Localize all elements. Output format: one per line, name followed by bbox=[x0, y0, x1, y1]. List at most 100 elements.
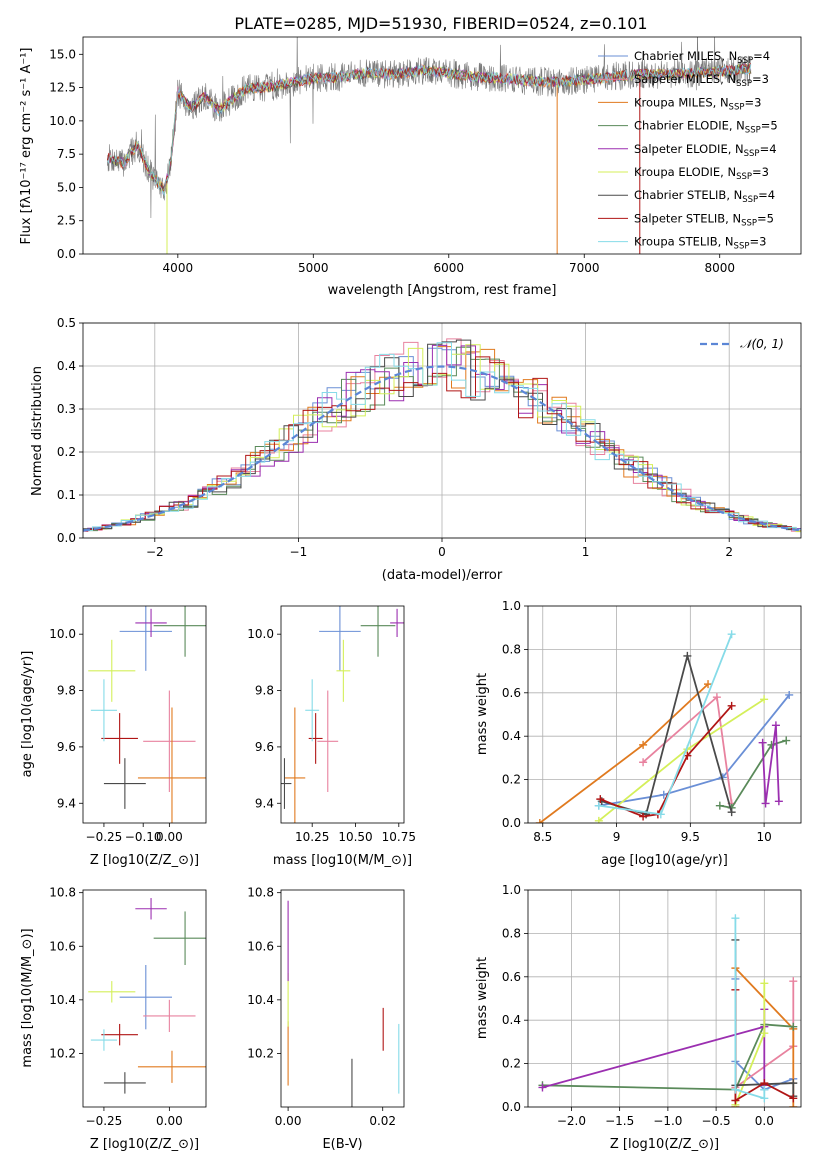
ticks: −0.25 0.00 10.2 10.4 10.6 10.8 bbox=[49, 886, 182, 1128]
plot-area bbox=[107, 37, 752, 254]
series-line bbox=[601, 652, 733, 816]
histogram-step bbox=[83, 344, 801, 533]
charts: 4000 5000 6000 7000 80000.02.55.07.510.012.5… bbox=[19, 36, 802, 1152]
y-tick-label: 0.0 bbox=[57, 247, 76, 261]
y-tick-label: 0.0 bbox=[502, 1100, 521, 1114]
series-line bbox=[761, 725, 780, 804]
x-tick-label: 6000 bbox=[434, 261, 465, 275]
x-axis-label: Z [log10(Z/Z_⊙)] bbox=[90, 1137, 199, 1152]
y-tick-label: 0.8 bbox=[502, 926, 521, 940]
x-tick-label: 1 bbox=[582, 545, 590, 559]
x-tick-label: −0.10 bbox=[125, 830, 162, 844]
legend-count: =3 bbox=[749, 235, 766, 249]
y-tick-label: 0.4 bbox=[57, 359, 76, 373]
data-point bbox=[771, 721, 780, 730]
legend-subscript: SSP bbox=[736, 172, 752, 182]
series-line bbox=[542, 1023, 794, 1091]
data-point bbox=[731, 1085, 740, 1094]
y-axis-label: mass [log10(M/M_⊙)] bbox=[20, 928, 35, 1067]
x-tick-label: 8.5 bbox=[533, 830, 552, 844]
data-point bbox=[774, 797, 783, 806]
x-tick-label: 0 bbox=[438, 545, 446, 559]
x-axis-label: Z [log10(Z/Z_⊙)] bbox=[610, 1137, 719, 1152]
x-tick-label: 10.25 bbox=[295, 830, 329, 844]
legend-subscript: SSP bbox=[741, 218, 757, 228]
legend-count: =3 bbox=[752, 165, 769, 179]
x-tick-label: 10 bbox=[756, 830, 771, 844]
x-tick-label: −1.5 bbox=[605, 1114, 634, 1128]
histogram-step bbox=[83, 342, 801, 531]
plot-area bbox=[88, 606, 206, 823]
y-tick-label: 9.4 bbox=[255, 796, 274, 810]
legend-subscript: SSP bbox=[742, 195, 758, 205]
ticks: −2 −1 0 1 2 0.0 0.1 0.2 0.3 0.4 0.5 bbox=[57, 316, 733, 559]
data-point bbox=[731, 1096, 740, 1105]
legend: Chabrier MILES, NSSP=4 Salpeter MILES, NS… bbox=[598, 49, 778, 252]
data-point bbox=[761, 799, 770, 808]
data-point bbox=[639, 812, 648, 821]
y-tick-label: 0.1 bbox=[57, 488, 76, 502]
plot-area bbox=[535, 630, 794, 823]
data-point bbox=[594, 801, 603, 810]
y-tick-label: 10.2 bbox=[247, 1046, 274, 1060]
x-tick-label: −0.25 bbox=[86, 1114, 123, 1128]
legend-label: Salpeter MILES, NSSP=3 bbox=[634, 72, 769, 89]
y-axis-label: Flux [fλ10⁻¹⁷ erg cm⁻² s⁻¹ A⁻¹] bbox=[19, 48, 34, 245]
y-tick-label: 15.0 bbox=[49, 47, 76, 61]
x-axis-label: wavelength [Angstrom, rest frame] bbox=[328, 283, 557, 298]
y-axis-label: age [log10(age/yr)] bbox=[20, 651, 35, 778]
x-tick-label: 0.00 bbox=[275, 1114, 302, 1128]
figure-title: PLATE=0285, MJD=51930, FIBERID=0524, z=0… bbox=[234, 14, 647, 33]
data-point bbox=[535, 819, 544, 823]
model-spectrum bbox=[107, 64, 752, 197]
x-tick-label: −2 bbox=[146, 545, 164, 559]
grid-lines bbox=[528, 605, 801, 824]
data-point bbox=[538, 1083, 547, 1092]
plot-area bbox=[281, 606, 404, 823]
x-tick-label: 8000 bbox=[704, 261, 735, 275]
y-tick-label: 10.0 bbox=[49, 114, 76, 128]
data-point bbox=[758, 738, 767, 747]
x-tick-label: 10.75 bbox=[382, 830, 416, 844]
data-point bbox=[760, 979, 769, 988]
y-tick-label: 2.5 bbox=[57, 214, 76, 228]
y-axis-label: Normed distribution bbox=[30, 366, 45, 496]
legend-count: =5 bbox=[761, 119, 778, 133]
y-tick-label: 12.5 bbox=[49, 81, 76, 95]
legend-label: 𝒩(0, 1) bbox=[740, 337, 784, 351]
data-point bbox=[760, 695, 769, 704]
model-spectrum bbox=[107, 63, 752, 192]
axes-frame bbox=[82, 322, 802, 539]
axes-frame bbox=[82, 889, 207, 1108]
legend-subscript: SSP bbox=[734, 242, 750, 252]
data-point bbox=[656, 810, 665, 819]
plot-area bbox=[538, 914, 798, 1107]
series-line bbox=[734, 918, 766, 1100]
series-line bbox=[598, 694, 790, 807]
y-tick-label: 10.4 bbox=[49, 993, 76, 1007]
data-point bbox=[639, 740, 648, 749]
x-tick-label: 9 bbox=[613, 830, 621, 844]
x-axis-label: E(B-V) bbox=[322, 1137, 362, 1152]
ticks: 10.25 10.50 10.75 9.4 9.6 9.8 10.0 bbox=[247, 627, 416, 844]
y-tick-label: 0.3 bbox=[57, 402, 76, 416]
data-point bbox=[659, 790, 668, 799]
y-tick-label: 0.2 bbox=[57, 445, 76, 459]
ticks: −2.0 −1.5 −1.0 −0.5 0.0 0.0 0.2 0.4 0.6 0.8 1.0 bbox=[502, 883, 774, 1128]
y-tick-label: 0.4 bbox=[502, 729, 521, 743]
mass-weight-vs-Z-axes: −2.0 −1.5 −1.0 −0.5 0.0 0.0 0.2 0.4 0.6 0.8 1.0 Z [… bbox=[475, 883, 802, 1152]
axes-frame bbox=[82, 36, 802, 255]
y-tick-label: 0.2 bbox=[502, 1057, 521, 1071]
data-point bbox=[789, 1022, 798, 1031]
data-point bbox=[683, 651, 692, 660]
y-tick-label: 0.8 bbox=[502, 642, 521, 656]
residuals-axes: −2 −1 0 1 2 0.0 0.1 0.2 0.3 0.4 0.5 𝒩(0, 1) (data-mo… bbox=[30, 316, 802, 583]
x-axis-label: age [log10(age/yr)] bbox=[601, 853, 728, 868]
y-axis-label: mass weight bbox=[475, 673, 490, 755]
data-point bbox=[789, 977, 798, 986]
y-tick-label: 0.6 bbox=[502, 686, 521, 700]
y-tick-label: 10.2 bbox=[49, 1046, 76, 1060]
legend-count: =3 bbox=[752, 72, 769, 86]
axes-frame bbox=[82, 605, 207, 824]
